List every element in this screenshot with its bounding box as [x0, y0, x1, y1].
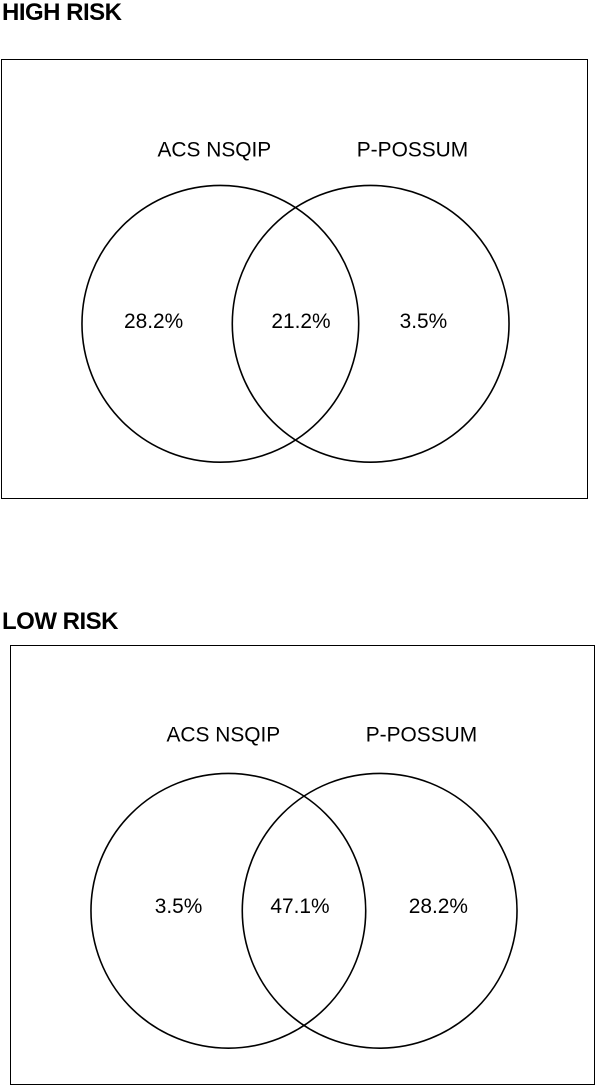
acs-nsqip-label: ACS NSQIP [157, 139, 271, 162]
low-risk-title: LOW RISK [2, 608, 119, 635]
acs-nsqip-only-value: 28.2% [124, 310, 183, 333]
acs-nsqip-label: ACS NSQIP [166, 724, 280, 747]
high-risk-venn-panel: ACS NSQIP P-POSSUM 28.2% 21.2% 3.5% [1, 59, 588, 499]
low-risk-venn-diagram: ACS NSQIP P-POSSUM 3.5% 47.1% 28.2% [90, 724, 518, 1049]
high-risk-venn-diagram: ACS NSQIP P-POSSUM 28.2% 21.2% 3.5% [81, 139, 510, 463]
p-possum-only-value: 3.5% [400, 310, 448, 333]
low-risk-venn-panel: ACS NSQIP P-POSSUM 3.5% 47.1% 28.2% [10, 645, 595, 1085]
overlap-value: 21.2% [271, 310, 330, 333]
p-possum-circle [241, 772, 518, 1049]
p-possum-only-value: 28.2% [409, 895, 468, 918]
acs-nsqip-circle [81, 184, 360, 463]
p-possum-label: P-POSSUM [357, 139, 468, 162]
acs-nsqip-only-value: 3.5% [155, 895, 203, 918]
overlap-value: 47.1% [270, 895, 329, 918]
acs-nsqip-circle [90, 772, 367, 1049]
p-possum-circle [231, 184, 510, 463]
p-possum-label: P-POSSUM [366, 724, 477, 747]
high-risk-title: HIGH RISK [2, 0, 122, 26]
